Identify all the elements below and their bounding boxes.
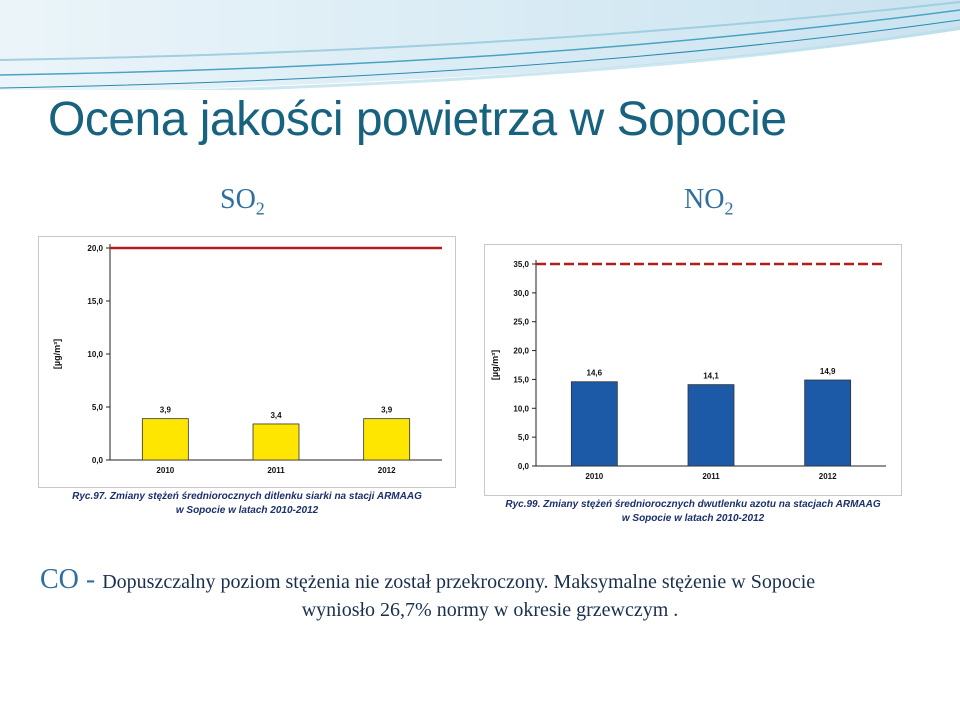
- header-wave-decoration: [0, 0, 960, 90]
- no2-chart-caption: Ryc.99. Zmiany stężeń średniorocznych dw…: [484, 498, 902, 526]
- so2-data-label: 3,9: [160, 406, 172, 415]
- no2-label: NO2: [684, 184, 733, 220]
- so2-chart-figure: 0,0 5,0 10,0 15,0 20,0 [µg/m³] 3,9 2010 3,4 2011 3…: [38, 236, 456, 522]
- so2-label-text: SO: [220, 184, 256, 215]
- so2-bar: [141, 418, 189, 461]
- no2-ytick-label: 30,0: [513, 289, 529, 298]
- no2-data-label: 14,1: [703, 372, 719, 381]
- so2-data-label: 3,9: [381, 406, 393, 415]
- so2-bar: [363, 418, 411, 461]
- no2-bar: [687, 384, 735, 467]
- no2-label-text: NO: [684, 184, 725, 215]
- no2-data-label: 14,9: [820, 367, 836, 376]
- so2-label-subscript: 2: [255, 198, 265, 219]
- no2-bar: [570, 381, 618, 467]
- no2-ytick-label: 20,0: [513, 347, 529, 356]
- no2-category-label: 2012: [819, 472, 837, 481]
- so2-ylabel: [µg/m³]: [52, 339, 62, 369]
- no2-category-label: 2011: [702, 472, 720, 481]
- no2-bar: [804, 379, 852, 467]
- no2-category-label: 2010: [585, 472, 603, 481]
- no2-caption-line1: Ryc.99. Zmiany stężeń średniorocznych dw…: [505, 499, 881, 510]
- so2-bar: [252, 423, 300, 461]
- no2-ytick-label: 25,0: [513, 318, 529, 327]
- no2-ytick-label: 10,0: [513, 404, 529, 413]
- so2-data-label: 3,4: [270, 411, 282, 420]
- so2-chart: 0,0 5,0 10,0 15,0 20,0 [µg/m³] 3,9 2010 3,4 2011 3…: [38, 236, 456, 488]
- no2-ytick-label: 15,0: [513, 375, 529, 384]
- so2-ytick-label: 20,0: [87, 244, 103, 253]
- no2-ytick-label: 0,0: [518, 462, 530, 471]
- no2-label-subscript: 2: [724, 198, 734, 219]
- no2-ylabel: [µg/m³]: [490, 350, 500, 380]
- no2-chart: 0,0 5,0 10,0 15,0 20,0 25,0 30,0 35,0 [µg/m³] 14,…: [484, 244, 902, 496]
- so2-category-label: 2010: [156, 466, 174, 475]
- so2-ytick-label: 10,0: [87, 350, 103, 359]
- so2-ytick-label: 15,0: [87, 297, 103, 306]
- so2-ytick-label: 5,0: [92, 403, 104, 412]
- no2-ytick-label: 35,0: [513, 260, 529, 269]
- so2-label: SO2: [220, 184, 265, 220]
- so2-category-label: 2012: [378, 466, 396, 475]
- no2-ytick-label: 5,0: [518, 433, 530, 442]
- no2-caption-line2: w Sopocie w latach 2010-2012: [621, 513, 765, 524]
- so2-chart-caption: Ryc.97. Zmiany stężeń średniorocznych di…: [38, 490, 456, 518]
- co-title: CO -: [40, 564, 103, 595]
- so2-category-label: 2011: [267, 466, 285, 475]
- so2-ytick-label: 0,0: [92, 456, 104, 465]
- so2-caption-line1: Ryc.97. Zmiany stężeń średniorocznych di…: [72, 491, 422, 502]
- no2-chart-figure: 0,0 5,0 10,0 15,0 20,0 25,0 30,0 35,0 [µg/m³] 14,…: [484, 244, 902, 526]
- slide-title: Ocena jakości powietrza w Sopocie: [48, 93, 787, 146]
- co-line1: Dopuszczalny poziom stężenia nie został …: [102, 571, 816, 593]
- co-summary: CO - Dopuszczalny poziom stężenia nie zo…: [40, 566, 940, 624]
- no2-data-label: 14,6: [587, 369, 603, 378]
- so2-caption-line2: w Sopocie w latach 2010-2012: [175, 505, 319, 516]
- co-line2: wyniosło 26,7% normy w okresie grzewczym…: [301, 599, 679, 621]
